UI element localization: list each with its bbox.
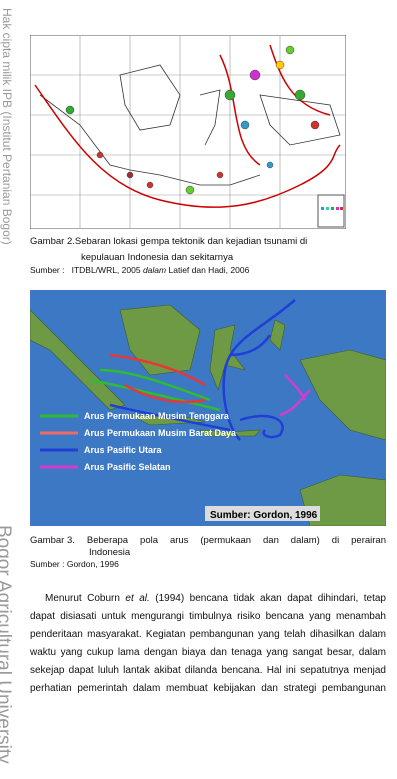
legend-label: Arus Pasific Utara xyxy=(84,445,163,455)
source-text: ITDBL/WRL, 2005 xyxy=(71,265,141,275)
caption-text: Sebaran lokasi gempa tektonik dan kejadi… xyxy=(74,236,308,247)
text-line: perhatian pemerintah dalam membuat kebij… xyxy=(30,683,386,694)
text-italic: et al. xyxy=(125,593,150,604)
figure-source: Sumber : ITDBL/WRL, 2005 dalam Latief da… xyxy=(30,265,249,275)
text-line: dapat disiasati untuk mengurangi timbuln… xyxy=(30,611,386,622)
source-label: Sumber : xyxy=(30,265,65,275)
figure-source: Sumber : Gordon, 1996 xyxy=(30,559,119,569)
caption-text: Indonesia xyxy=(89,547,131,558)
currents-map: Arus Permukaan Musim Tenggara Arus Permu… xyxy=(30,290,386,526)
caption-label: Gambar 2. xyxy=(30,236,75,247)
caption-text: kepulauan Indonesia dan sekitarnya xyxy=(81,252,234,263)
figure-caption: Gambar 2.Sebaran lokasi gempa tektonik d… xyxy=(30,236,307,247)
legend-label: Arus Permukaan Musim Barat Daya xyxy=(84,428,237,438)
watermark-bottom: Bogor Agricultural University xyxy=(0,525,14,764)
figure-caption: Gambar 3. Beberapa pola arus (permukaan d… xyxy=(30,535,386,546)
source-text: Latief dan Hadi, 2006 xyxy=(168,265,250,275)
map-source: Sumber: Gordon, 1996 xyxy=(210,510,318,521)
legend-label: Arus Permukaan Musim Tenggara xyxy=(84,411,230,421)
text-line: penderitaan masyarakat. Kegiatan pembang… xyxy=(30,629,386,640)
caption-text: Beberapa pola arus (permukaan dan dalam)… xyxy=(86,535,386,546)
text-line: waktu yang cukup lama dengan biaya dan t… xyxy=(30,647,386,658)
source-italic: dalam xyxy=(142,265,167,275)
watermark-top: Hak cipta milik IPB (Institut Pertanian … xyxy=(0,8,14,245)
text-line: sekejap dapat luluh lantak akibat diland… xyxy=(30,665,386,676)
earthquake-map xyxy=(30,35,346,229)
text: (1994) bencana tidak akan dapat dihindar… xyxy=(155,593,386,604)
text-line: Menurut Coburn et al. (1994) bencana tid… xyxy=(30,590,386,608)
legend-label: Arus Pasific Selatan xyxy=(84,462,171,472)
paragraph: Menurut Coburn et al. (1994) bencana tid… xyxy=(30,590,386,698)
text: Menurut Coburn xyxy=(45,593,120,604)
caption-label: Gambar 3. xyxy=(30,535,75,546)
